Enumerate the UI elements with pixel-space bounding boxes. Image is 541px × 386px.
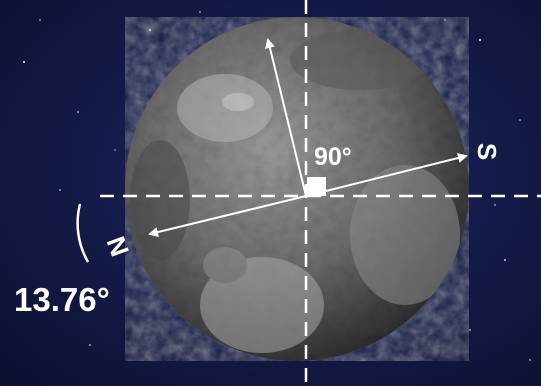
axis-arrows <box>148 38 468 237</box>
right-angle-marker <box>307 177 326 196</box>
pole-arrow-north <box>148 195 307 237</box>
tilt-angle-label: 13.76° <box>14 281 110 318</box>
pole-arrow-south <box>305 153 468 197</box>
rotation-axis-arrow <box>265 38 307 197</box>
right-angle-label: 90° <box>314 143 352 171</box>
south-pole-label: S <box>472 142 503 161</box>
tilt-angle-arc <box>76 203 90 263</box>
stars <box>23 11 531 361</box>
planet <box>125 17 469 361</box>
